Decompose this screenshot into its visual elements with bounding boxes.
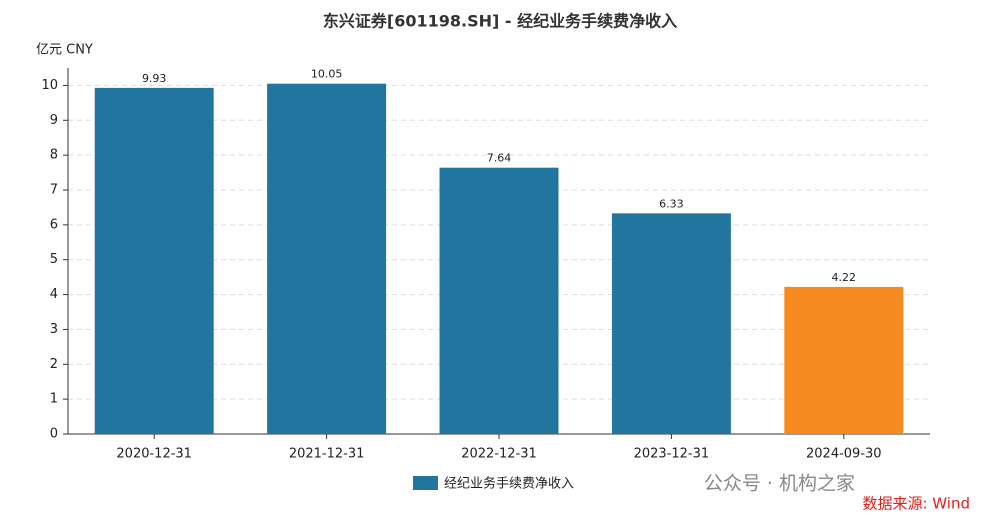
x-tick-label: 2024-09-30	[806, 447, 882, 462]
y-tick-label: 9	[50, 113, 58, 128]
data-label: 10.05	[311, 68, 343, 81]
data-label: 9.93	[142, 72, 167, 85]
legend-label: 经纪业务手续费净收入	[444, 476, 574, 492]
source: 数据来源: Wind	[862, 495, 970, 513]
y-axis-label: 亿元 CNY	[36, 43, 93, 58]
x-tick-label: 2022-12-31	[461, 447, 537, 462]
bar	[94, 87, 214, 435]
y-tick-label: 4	[50, 287, 58, 302]
data-label: 4.22	[832, 271, 857, 284]
y-tick-label: 10	[41, 78, 58, 93]
x-tick-label: 2023-12-31	[634, 447, 710, 462]
data-label: 6.33	[659, 197, 684, 210]
bar	[784, 286, 904, 434]
x-tick-label: 2020-12-31	[116, 447, 192, 462]
y-tick-label: 1	[50, 392, 58, 407]
y-tick-label: 8	[50, 148, 58, 163]
y-tick-label: 3	[50, 322, 58, 337]
y-tick-label: 2	[50, 357, 58, 372]
y-tick-label: 6	[50, 217, 58, 232]
bar	[267, 83, 387, 434]
watermark: 公众号 · 机构之家	[704, 473, 855, 495]
bar	[611, 213, 731, 434]
x-tick-label: 2021-12-31	[289, 447, 365, 462]
bar	[439, 167, 559, 435]
legend-swatch	[413, 476, 438, 490]
data-label: 7.64	[487, 152, 512, 165]
chart-title: 东兴证券[601198.SH] - 经纪业务手续费净收入	[323, 12, 677, 31]
y-tick-label: 7	[50, 183, 58, 198]
y-tick-label: 5	[50, 252, 58, 267]
y-tick-label: 0	[50, 427, 58, 442]
